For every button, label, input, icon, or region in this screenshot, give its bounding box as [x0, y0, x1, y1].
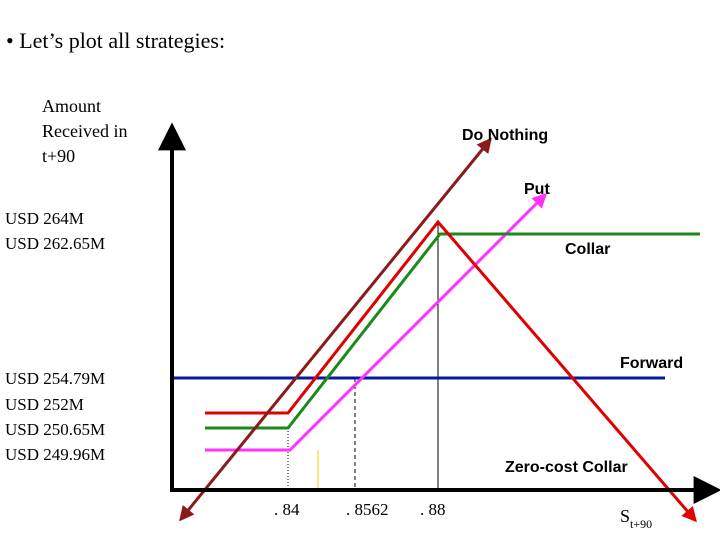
x-label: . 8562	[346, 500, 389, 519]
line-label: Do Nothing	[462, 127, 548, 144]
y-label: USD 252M	[5, 395, 84, 414]
y-axis-title: t+90	[42, 146, 75, 166]
y-labels: USD 264M USD 262.65M USD 254.79M USD 252…	[5, 209, 105, 464]
y-label: USD 264M	[5, 209, 84, 228]
y-label: USD 250.65M	[5, 420, 105, 439]
y-axis-title: Received in	[42, 121, 127, 141]
x-axis-title-sub: t+90	[630, 517, 652, 531]
y-axis-title: Amount	[42, 96, 101, 116]
x-axis-title: St+90	[620, 506, 652, 531]
x-label: . 88	[420, 500, 446, 519]
x-axis-title-main: S	[620, 506, 630, 526]
y-label: USD 254.79M	[5, 369, 105, 388]
line-label: Put	[524, 181, 550, 198]
line-label: Forward	[620, 355, 683, 372]
line-label: Collar	[565, 241, 610, 258]
bullet: • Let’s plot all strategies:	[6, 28, 225, 53]
x-label: . 84	[274, 500, 300, 519]
line-label: Zero-cost Collar	[505, 459, 628, 476]
do-nothing-line	[179, 137, 492, 522]
y-label: USD 262.65M	[5, 234, 105, 253]
y-label: USD 249.96M	[5, 445, 105, 464]
